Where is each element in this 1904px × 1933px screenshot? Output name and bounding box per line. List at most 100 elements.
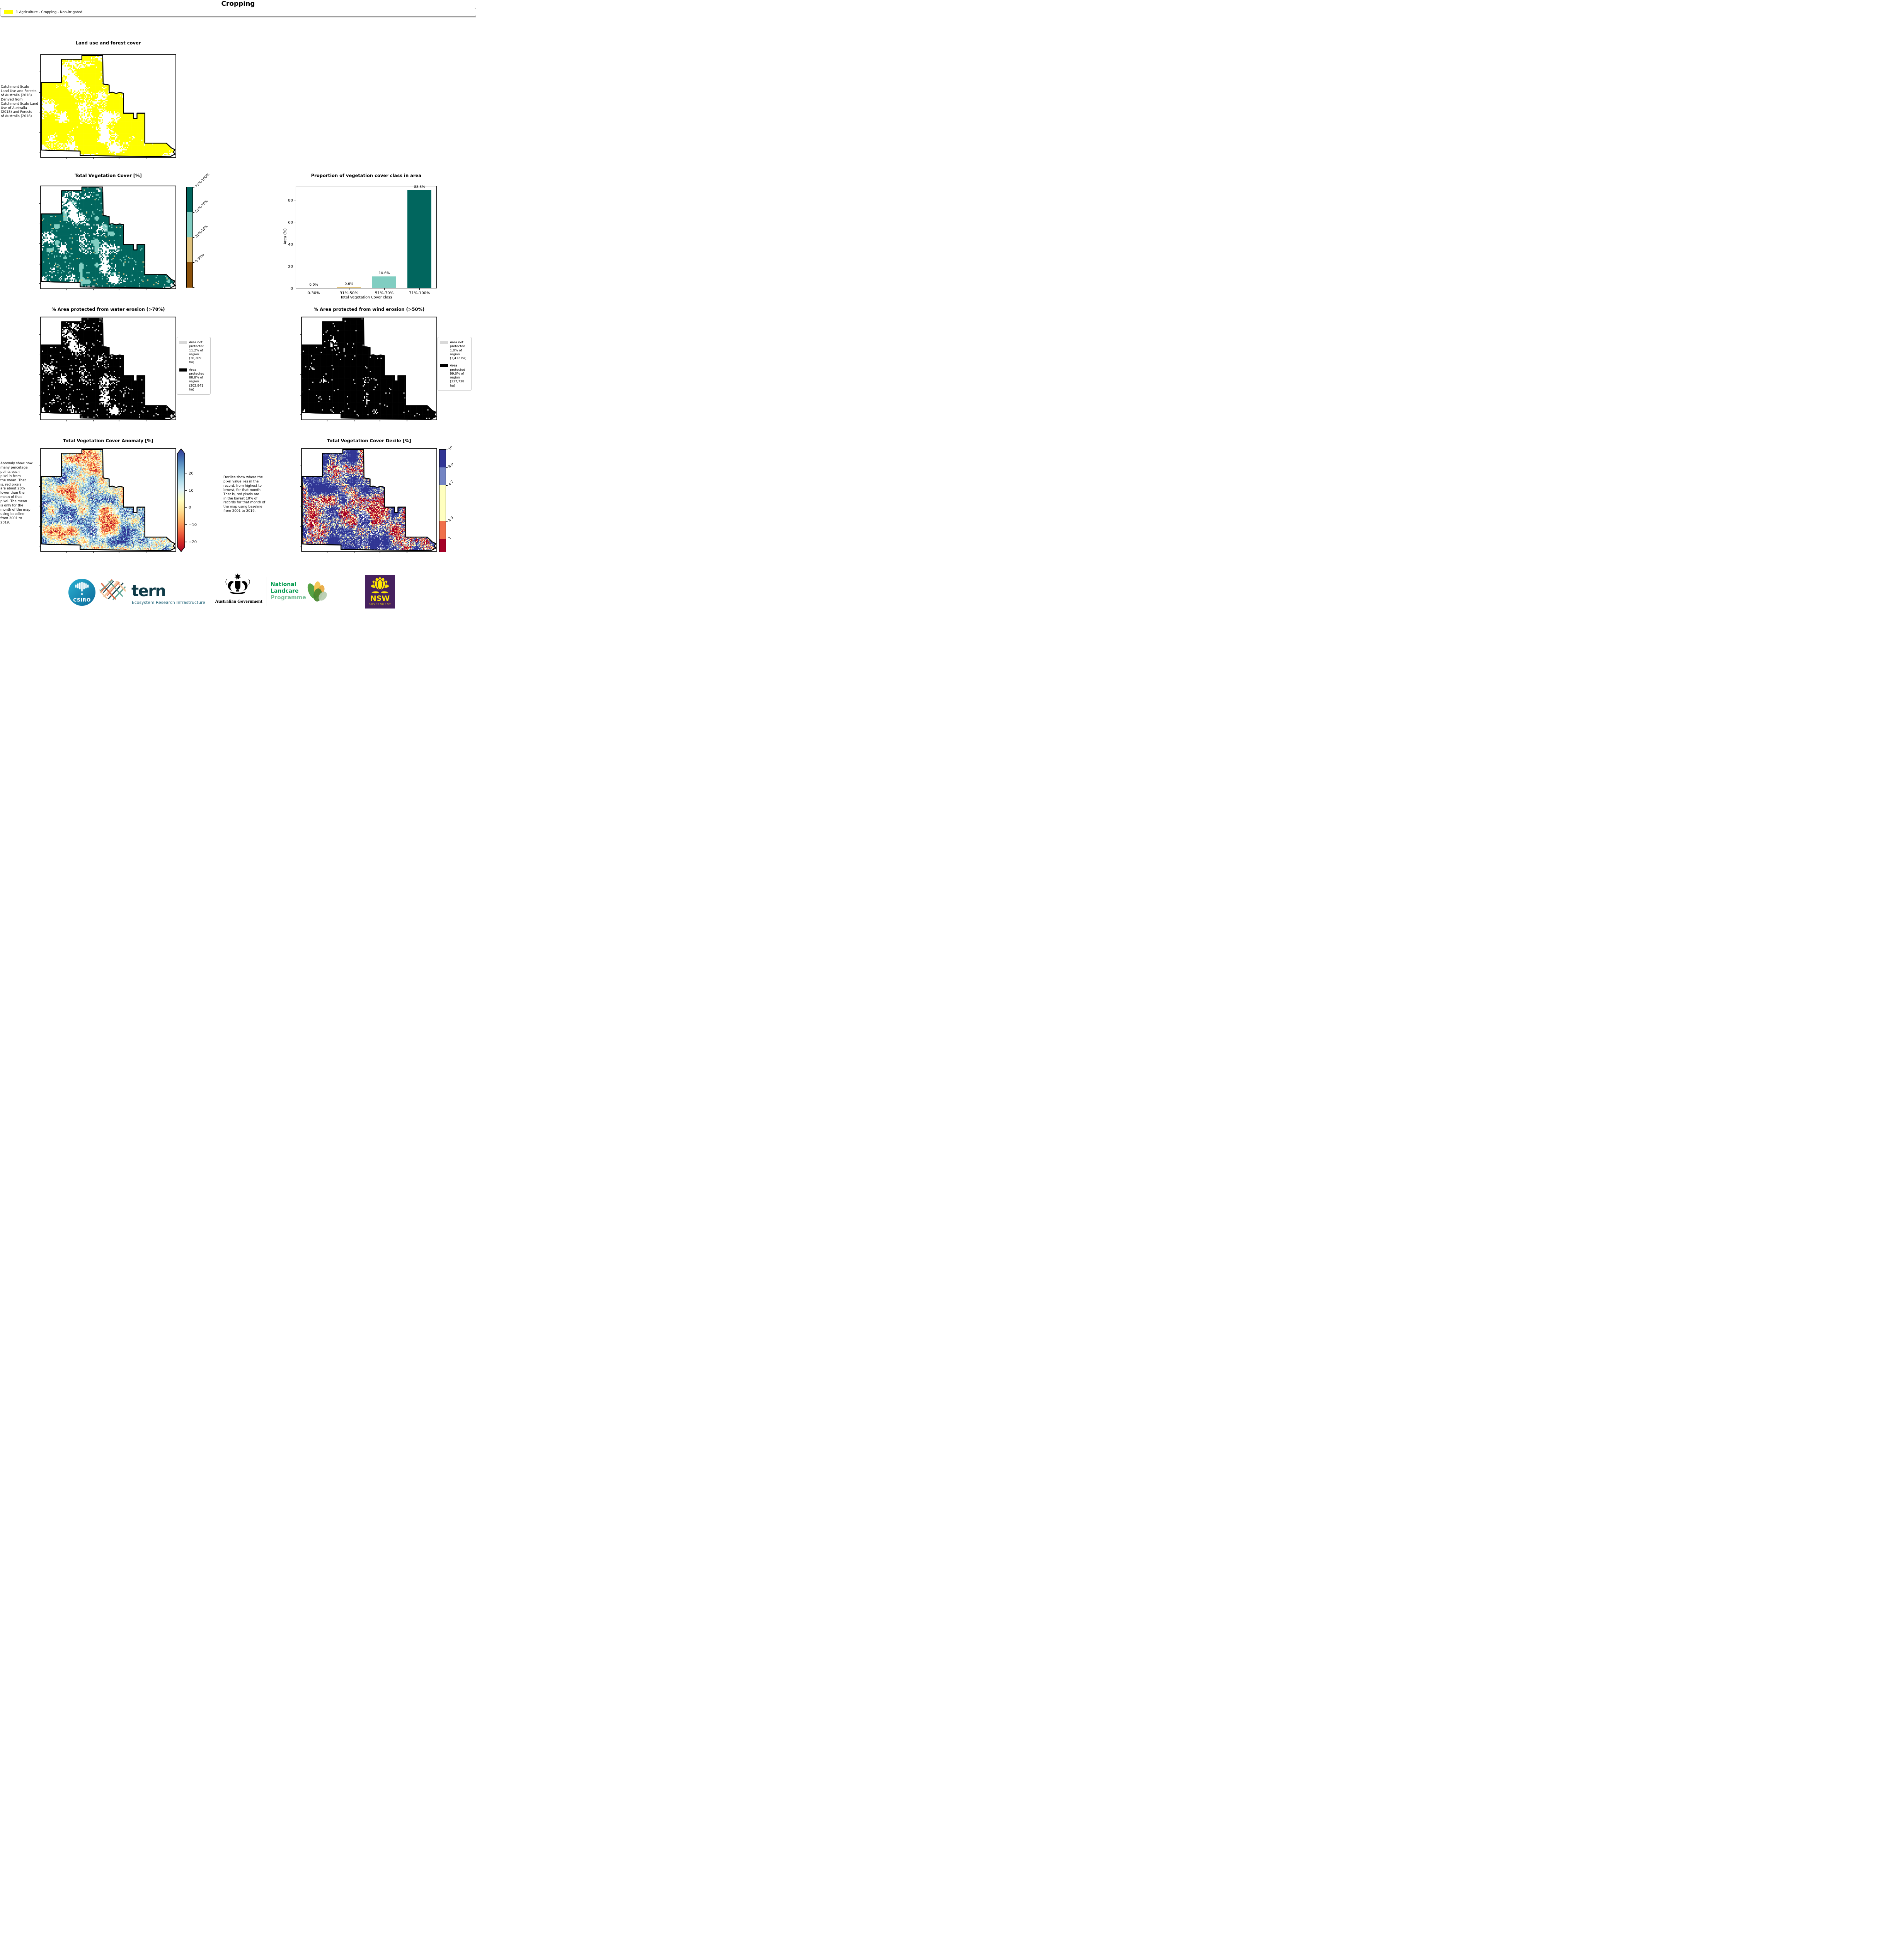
water-erosion-legend: Area not protected 11.2% of region (38,2… [177, 337, 211, 395]
colorbar-tick-label: 51%-70% [194, 199, 209, 214]
colorbar-tick [192, 212, 194, 213]
decile-side-note: Deciles show where the pixel value lies … [223, 476, 266, 513]
legend-swatch-protected [440, 364, 448, 368]
bar-value-label: 0.0% [309, 283, 318, 287]
colorbar-tick [192, 287, 194, 288]
colorbar-tick-label: 2-3 [448, 516, 455, 523]
bar-value-label: 0.6% [344, 282, 354, 286]
colorbar-tick-label: 31%-50% [194, 224, 209, 239]
colorbar-segment [439, 485, 446, 522]
bar-value-label: 88.8% [414, 185, 425, 189]
legend-swatch-protected [179, 368, 187, 372]
landcare-line: Landcare [271, 588, 299, 594]
legend-entry: Area not protected 1.0% of region (3,412… [440, 340, 469, 360]
panel-title-veg-cover: Total Vegetation Cover [%] [75, 173, 142, 178]
land-use-map [39, 53, 178, 160]
colorbar-tick [192, 187, 194, 188]
legend-label: Area not protected 1.0% of region (3,412… [450, 340, 467, 360]
legend-label: Area protected 88.8% of region (302,941 … [189, 367, 204, 391]
x-axis-category-label: 51%-70% [375, 291, 394, 295]
colorbar-segment [187, 237, 192, 263]
colorbar-tick-label: 10 [189, 489, 194, 493]
anomaly-side-note: Anomaly show how many percetage points e… [0, 462, 33, 525]
x-axis-category-label: 31%-50% [339, 291, 358, 295]
colorbar-segment [439, 450, 446, 468]
csiro-wordmark: CSIRO [73, 597, 91, 603]
colorbar-segment [187, 187, 192, 213]
colorbar-tick-label: 1 [448, 536, 452, 540]
panel-title-wind-erosion: % Area protected from wind erosion (>50%… [313, 307, 425, 312]
x-axis-tick [419, 288, 420, 290]
land-use-legend: 1 Agriculture - Cropping - Non-irrigated [0, 8, 476, 17]
chart-x-axis-label: Total Vegetation Cover class [340, 295, 392, 300]
land-use-side-note: Catchment Scale Land Use and Forests of … [1, 85, 38, 119]
colorbar-segment [187, 212, 192, 237]
colorbar-tick-label: 0-30% [194, 253, 205, 264]
csiro-waveform-icon [75, 582, 89, 595]
colorbar-tick [446, 521, 448, 522]
wind-erosion-map [300, 316, 439, 423]
veg-cover-colorbar: 71%-100% 51%-70% 31%-50% 0-30% [186, 173, 210, 288]
colorbar-tick [192, 262, 194, 263]
legend-entry: Area not protected 11.2% of region (38,2… [179, 340, 208, 364]
australian-government-label: Australian Government [215, 598, 262, 604]
colorbar-tick-label: 8-9 [448, 462, 455, 469]
proportion-bar-chart: 0 20 40 60 80 0.0% 0-30% 0.6% 31%-50% 10.6% 51%-70… [288, 185, 437, 295]
report-page: Cropping Land use and forest cover Catch… [0, 0, 476, 611]
legend-label: Area not protected 11.2% of region (38,2… [189, 340, 204, 364]
y-axis-tick-label: 0 [290, 286, 293, 291]
anomaly-colorbar: 20 10 0 −10 −20 [177, 448, 197, 552]
tern-tagline: Ecosystem Research Infrastructure [132, 600, 205, 605]
legend-entry: Area protected 88.8% of region (302,941 … [179, 368, 208, 392]
legend-entry: Area protected 99.0% of region (337,738 … [440, 363, 469, 387]
landcare-line: National [271, 581, 296, 588]
colorbar-segment [439, 521, 446, 539]
australian-government-crest-icon [225, 573, 250, 594]
y-axis-tick-label: 40 [288, 242, 293, 247]
tern-australia-icon [99, 579, 126, 601]
land-use-legend-label: 1 Agriculture - Cropping - Non-irrigated [16, 10, 83, 14]
colorbar-segment [439, 539, 446, 552]
colorbar-tick [192, 237, 194, 238]
veg-cover-map [39, 185, 178, 291]
colorbar-segment [187, 262, 192, 288]
colorbar-tick-label: −20 [189, 540, 197, 544]
page-title: Cropping [221, 0, 255, 8]
colorbar-tick-label: 4-7 [448, 480, 455, 487]
colorbar-tick-label: 20 [189, 471, 194, 476]
legend-swatch-not-protected [440, 341, 448, 344]
csiro-logo: CSIRO [68, 579, 95, 606]
nsw-sub-label: GOVERNMENT [369, 603, 391, 606]
decile-map [300, 447, 439, 554]
anomaly-map [39, 447, 178, 554]
decile-colorbar: 10 8-9 4-7 2-3 1 [439, 445, 455, 552]
landcare-leaf-icon [307, 581, 327, 602]
chart-y-axis-label: Area (%) [283, 228, 288, 245]
x-axis-category-label: 71%-100% [409, 291, 430, 295]
colorbar-tick [446, 467, 448, 468]
nsw-waratah-icon [371, 577, 389, 593]
x-axis-tick [384, 288, 385, 290]
panel-title-land-use: Land use and forest cover [75, 40, 141, 46]
water-erosion-map [39, 316, 178, 423]
nsw-wordmark: NSW [370, 594, 390, 603]
wind-erosion-legend: Area not protected 1.0% of region (3,412… [438, 337, 472, 391]
bar-31%-50% [337, 287, 361, 288]
panel-title-water-erosion: % Area protected from water erosion (>70… [51, 307, 165, 312]
tern-logo: tern Ecosystem Research Infrastructure [99, 579, 205, 605]
bar-71%-100% [407, 190, 432, 288]
land-use-legend-swatch [4, 10, 13, 14]
colorbar-tick-label: 71%-100% [194, 172, 211, 189]
colorbar-tick-label: 0 [189, 506, 191, 510]
y-axis-tick-label: 60 [288, 220, 293, 225]
y-axis-tick-label: 20 [288, 264, 293, 269]
nsw-government-logo: NSW GOVERNMENT [365, 575, 395, 609]
legend-label: Area protected 99.0% of region (337,738 … [450, 363, 465, 387]
anomaly-colorbar-bar [177, 448, 185, 552]
colorbar-segment [439, 467, 446, 486]
panel-title-anomaly: Total Vegetation Cover Anomaly [%] [63, 438, 153, 443]
colorbar-tick-label: −10 [189, 523, 197, 527]
bar-51%-70% [372, 276, 397, 288]
national-landcare-programme-wordmark: National Landcare Programme [271, 581, 306, 601]
csiro-circle [68, 579, 95, 606]
